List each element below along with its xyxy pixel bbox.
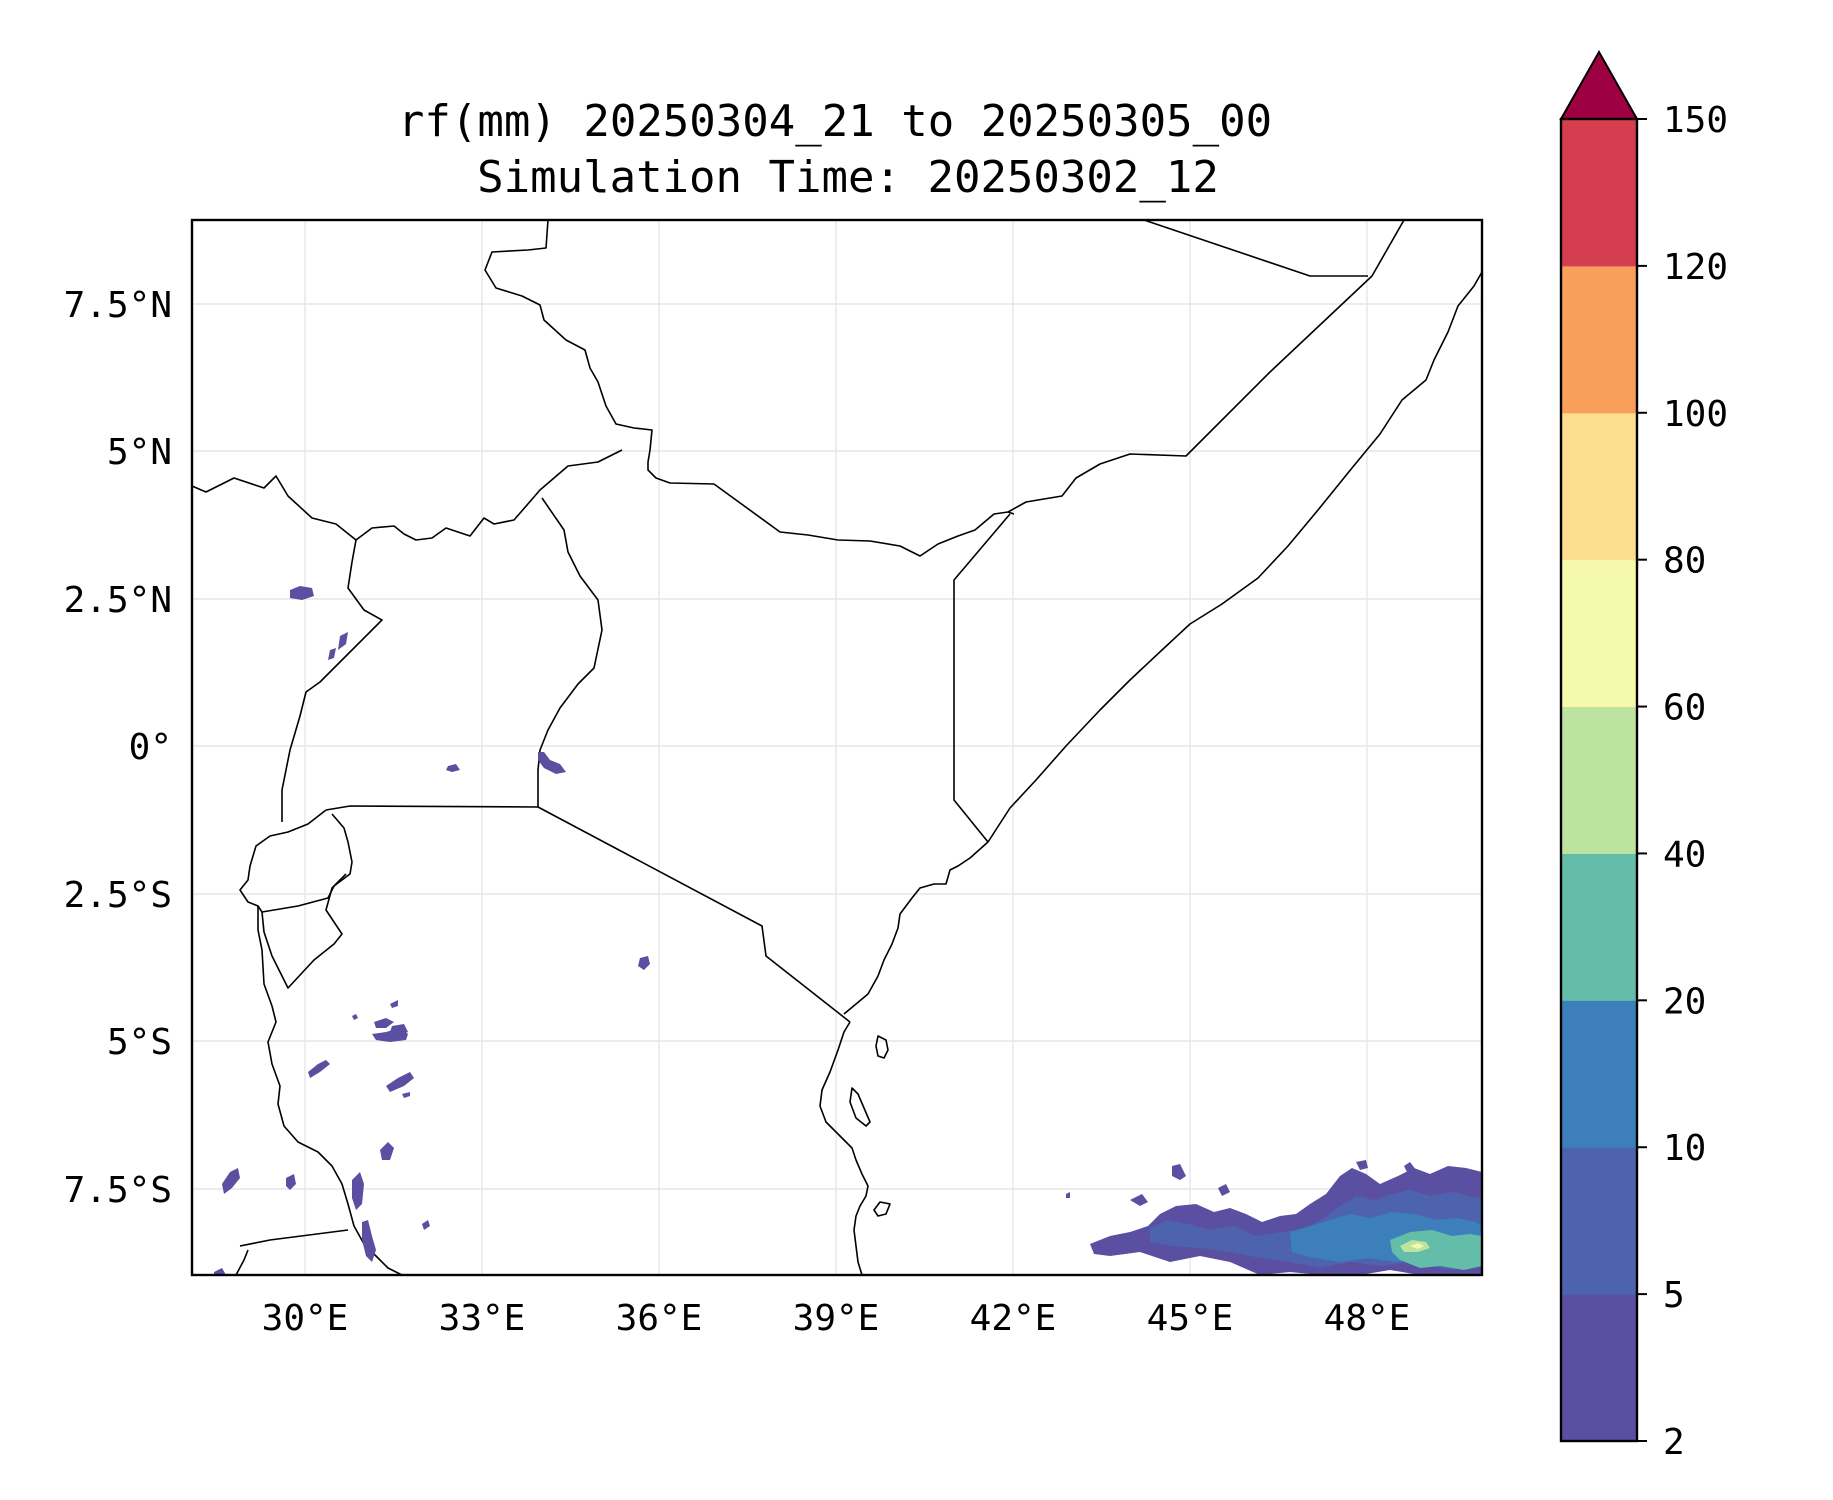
ethiopia-somalia-border [1007,219,1405,513]
map-frame [190,218,1484,1277]
rain-patch [386,1072,414,1092]
colorbar-band [1561,853,1637,1001]
rain-patch [1390,1230,1482,1270]
colorbar-tick-label: 5 [1663,1275,1685,1316]
lon-tick-label: 33°E [439,1298,526,1339]
mafia-island [873,1201,891,1217]
lake-tanganyika-shore [257,906,403,1276]
lat-tick-label: 2.5°S [64,875,172,916]
colorbar-band [1561,559,1637,708]
lat-tick-label: 5°N [107,432,172,473]
rain-patch [308,1060,330,1078]
rain-patch [1130,1194,1148,1206]
rain-patch [380,1142,394,1160]
rain-patch [638,956,650,970]
rain-patch [390,1000,398,1008]
lon-tick-label: 36°E [616,1298,703,1339]
rain-patch [222,1168,240,1194]
rain-patch [352,1172,364,1210]
lon-tick-label: 45°E [1147,1298,1234,1339]
rain-patch [402,1092,410,1098]
rain-patch [352,1014,358,1020]
lon-tick-label: 48°E [1324,1298,1411,1339]
map-title-line2: Simulation Time: 20250302_12 [477,152,1219,203]
lon-tick-label: 42°E [970,1298,1057,1339]
lat-tick-label: 0° [129,727,172,768]
rain-patch [328,648,336,660]
rain-patch [538,752,566,774]
lon-tick-label: 30°E [262,1298,349,1339]
rain-patch [362,1220,376,1262]
tanzania-coastline [819,1021,869,1276]
colorbar-extend-arrow [1559,49,1639,120]
latitude-tick-labels: 7.5°N 5°N 2.5°N 0° 2.5°S 5°S 7.5°S [64,285,172,1211]
kenya-somalia-border [953,513,1011,843]
colorbar-band [1561,1294,1637,1442]
kenya-tanzania-border [537,806,851,1023]
colorbar-tick-label: 60 [1663,688,1706,729]
colorbar-ticks: 2 5 10 20 40 60 80 100 120 150 [1637,100,1728,1463]
longitude-tick-labels: 30°E 33°E 36°E 39°E 42°E 45°E 48°E [262,1298,1411,1339]
rain-patch [374,1018,394,1028]
rain-patch [1410,1243,1424,1249]
rain-patch [446,764,460,772]
rain-patch [338,632,348,650]
rain-patch [1172,1164,1186,1180]
colorbar-tick-label: 150 [1663,100,1728,141]
colorbar-frame [1559,117,1639,1443]
colorbar-band [1561,119,1637,267]
colorbar-band [1561,706,1637,854]
rainfall-contours [214,586,1482,1275]
colorbar-band [1561,412,1637,561]
somaliland-border [1143,219,1368,277]
colorbar-tick-label: 80 [1663,541,1706,582]
southeast-rain-cluster [1066,1160,1482,1275]
colorbar-tick-label: 40 [1663,834,1706,875]
rain-patch [286,1174,296,1190]
ethiopia-kenya-border [713,483,1015,557]
rain-patch [1356,1160,1368,1170]
rain-patch [290,586,314,600]
colorbar-bands [1561,119,1637,1442]
zanzibar-island [875,1035,889,1059]
map-plot-area [190,218,1484,1277]
uganda-drc-border [281,539,383,822]
colorbar-band [1561,1000,1637,1148]
colorbar-tick-label: 2 [1663,1422,1685,1463]
lat-tick-label: 7.5°N [64,285,172,326]
colorbar-tick-label: 20 [1663,981,1706,1022]
country-borders [191,219,1483,1276]
lat-tick-label: 5°S [107,1022,172,1063]
colorbar-band [1561,265,1637,414]
ethiopia-sudan-border [484,219,715,485]
south-sudan-uganda-border [191,475,495,541]
colorbar-tick-label: 10 [1663,1128,1706,1169]
zambia-drc-border [235,1249,249,1276]
somalia-coastline [843,271,1483,1015]
uganda-tanzania-border [325,805,539,811]
colorbar-tick-label: 120 [1663,247,1728,288]
pemba-island [849,1087,871,1127]
rain-patch [1066,1192,1070,1198]
map-title-line1: rf(mm) 20250304_21 to 20250305_00 [398,96,1272,147]
rain-patch [214,1268,226,1275]
colorbar: 2 5 10 20 40 60 80 100 120 150 [1559,49,1728,1463]
colorbar-band [1561,1147,1637,1295]
lat-tick-label: 7.5°S [64,1170,172,1211]
zambia-tanzania-border [239,1229,349,1247]
rain-patch [1404,1162,1416,1174]
lat-tick-label: 2.5°N [64,580,172,621]
burundi-tanzania-border [261,873,347,989]
rain-patch [422,1220,430,1230]
map-gridlines [192,220,1482,1275]
colorbar-tick-label: 100 [1663,394,1728,435]
uganda-kenya-border [537,497,603,807]
lon-tick-label: 39°E [793,1298,880,1339]
rain-patch [1218,1184,1230,1196]
rain-patch [372,1028,408,1042]
